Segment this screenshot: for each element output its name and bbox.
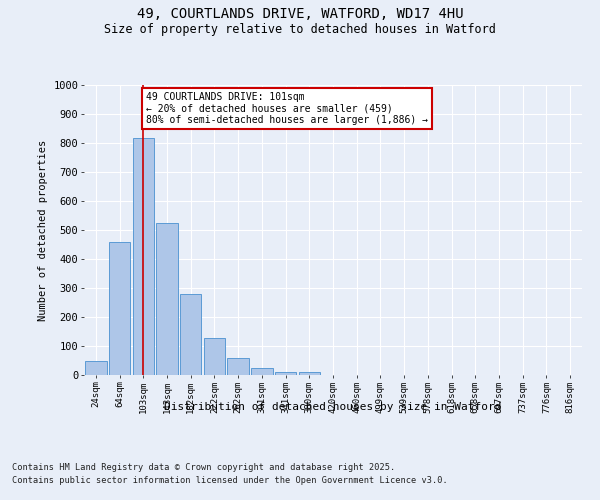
Text: Size of property relative to detached houses in Watford: Size of property relative to detached ho…	[104, 22, 496, 36]
Bar	[157, 223, 178, 375]
Text: 49, COURTLANDS DRIVE, WATFORD, WD17 4HU: 49, COURTLANDS DRIVE, WATFORD, WD17 4HU	[137, 8, 463, 22]
Text: 49 COURTLANDS DRIVE: 101sqm
← 20% of detached houses are smaller (459)
80% of se: 49 COURTLANDS DRIVE: 101sqm ← 20% of det…	[146, 92, 428, 126]
Bar	[299, 372, 320, 375]
Text: Contains public sector information licensed under the Open Government Licence v3: Contains public sector information licen…	[12, 476, 448, 485]
Bar	[251, 368, 272, 375]
Bar	[109, 242, 130, 375]
Text: Distribution of detached houses by size in Watford: Distribution of detached houses by size …	[164, 402, 502, 412]
Bar	[85, 361, 107, 375]
Bar	[180, 294, 202, 375]
Bar	[227, 358, 249, 375]
Text: Contains HM Land Registry data © Crown copyright and database right 2025.: Contains HM Land Registry data © Crown c…	[12, 462, 395, 471]
Bar	[133, 138, 154, 375]
Y-axis label: Number of detached properties: Number of detached properties	[38, 140, 48, 320]
Bar	[204, 338, 225, 375]
Bar	[275, 372, 296, 375]
